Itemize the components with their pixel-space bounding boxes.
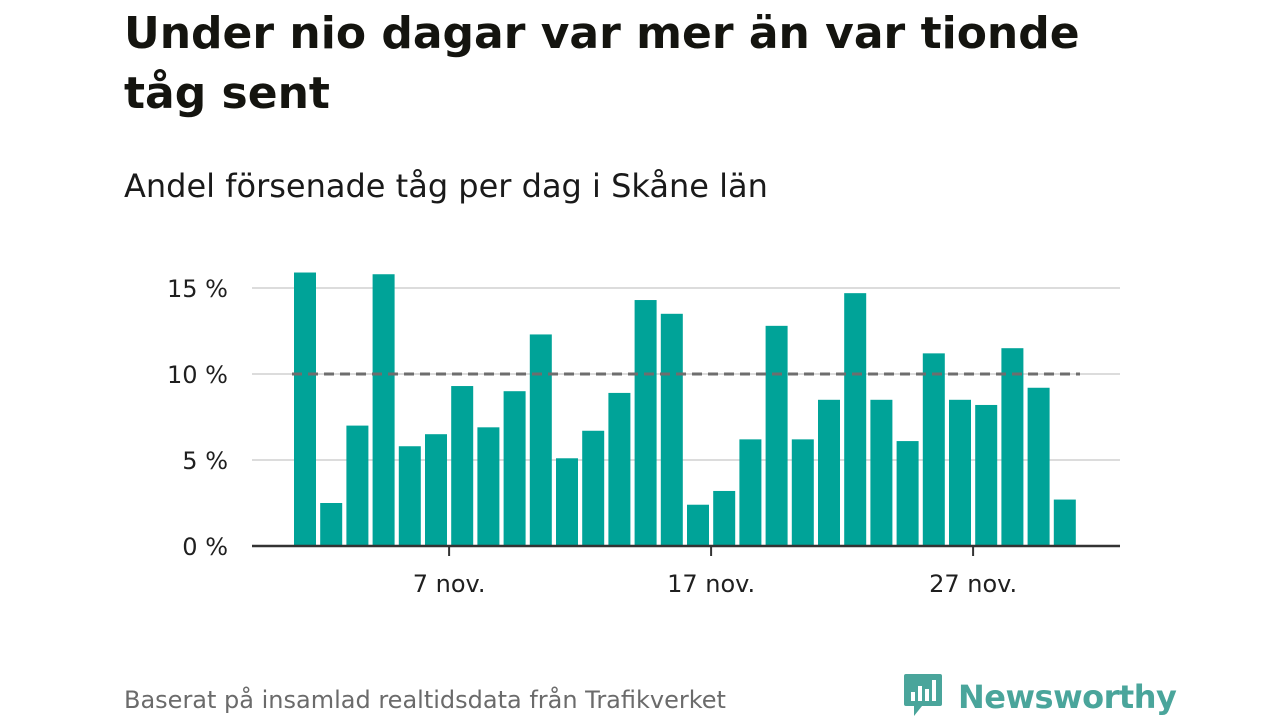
bar — [582, 430, 605, 546]
y-tick-label: 0 % — [182, 533, 228, 561]
bar — [975, 404, 998, 546]
chart-title: Under nio dagar var mer än var tionde tå… — [124, 8, 1080, 119]
bar — [844, 293, 867, 546]
bar — [556, 458, 578, 546]
bar — [1027, 387, 1050, 546]
bar — [608, 392, 631, 546]
logo-text: Newsworthy — [958, 678, 1177, 716]
y-tick-label: 10 % — [167, 361, 228, 389]
bar-chart-speech-bubble-icon — [902, 672, 944, 722]
bar — [529, 334, 552, 546]
bar — [660, 313, 683, 546]
bar — [503, 391, 526, 546]
x-tick-label: 7 nov. — [413, 570, 486, 598]
bar — [477, 427, 500, 546]
bar — [1053, 499, 1076, 546]
bar — [451, 386, 474, 546]
y-tick-label: 15 % — [167, 275, 228, 303]
bar — [346, 425, 369, 546]
bar — [713, 490, 736, 546]
source-note: Baserat på insamlad realtidsdata från Tr… — [124, 686, 726, 714]
bar — [870, 399, 893, 546]
bar — [425, 434, 447, 546]
bar — [294, 272, 316, 546]
bar — [949, 399, 971, 546]
bar — [791, 439, 814, 546]
bar — [372, 274, 395, 546]
bar — [634, 300, 657, 546]
bar — [398, 446, 421, 546]
bar — [896, 441, 919, 546]
bar — [765, 325, 788, 546]
chart-subtitle: Andel försenade tåg per dag i Skåne län — [124, 167, 768, 205]
bar — [739, 439, 762, 546]
bar — [922, 353, 945, 546]
x-tick-label: 17 nov. — [667, 570, 755, 598]
bar — [320, 503, 343, 546]
bar — [687, 504, 709, 546]
y-tick-label: 5 % — [182, 447, 228, 475]
x-tick-label: 27 nov. — [929, 570, 1017, 598]
bar — [1001, 348, 1024, 546]
newsworthy-logo: Newsworthy — [902, 672, 1177, 722]
bar — [818, 399, 840, 546]
